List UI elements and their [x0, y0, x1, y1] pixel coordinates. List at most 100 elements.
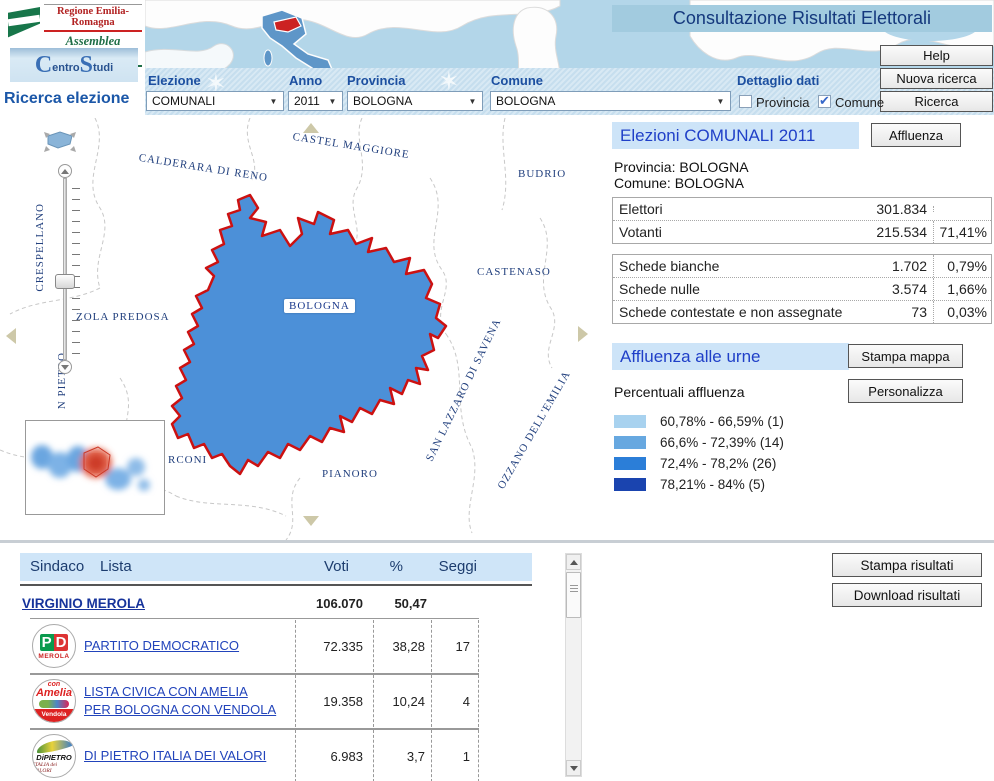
provincia-checkbox[interactable] — [739, 95, 752, 108]
table-row: Votanti 215.534 71,41% — [613, 220, 991, 243]
zoom-out-button[interactable] — [58, 360, 72, 374]
row-pct: 0,79% — [933, 255, 991, 277]
help-button[interactable]: Help — [880, 45, 993, 66]
lista-link[interactable]: PARTITO DEMOCRATICO — [84, 638, 240, 654]
anno-label: Anno — [289, 73, 323, 88]
logo-letter: Amelia — [35, 686, 73, 699]
new-search-button[interactable]: Nuova ricerca — [880, 68, 993, 89]
row-pct: 1,66% — [933, 278, 991, 300]
col-lista: Lista — [100, 558, 132, 575]
map-label-marconi: RCONI — [168, 454, 208, 466]
row-pct: 71,41% — [933, 221, 991, 243]
elezione-select[interactable]: COMUNALI — [146, 91, 284, 111]
centro-logo-tudi: tudi — [93, 62, 114, 74]
download-risultati-button[interactable]: Download risultati — [832, 583, 982, 607]
scroll-down-button[interactable] — [566, 760, 581, 776]
percentuali-affluenza-label: Percentuali affluenza — [614, 384, 745, 400]
seggi-cell: 17 — [431, 620, 479, 672]
centro-logo-entro: entro — [52, 62, 80, 74]
legend-swatch — [614, 435, 646, 449]
bologna-region-shape[interactable] — [170, 193, 448, 476]
zoom-in-button[interactable] — [58, 164, 72, 178]
chevron-down-icon[interactable] — [325, 94, 340, 109]
stampa-mappa-button[interactable]: Stampa mappa — [848, 344, 963, 368]
comune-select[interactable]: BOLOGNA — [490, 91, 731, 111]
anno-select[interactable]: 2011 — [288, 91, 343, 111]
mayor-pct: 50,47 — [394, 596, 427, 611]
provincia-checkbox-label: Provincia — [756, 95, 810, 110]
provincia-select[interactable]: BOLOGNA — [347, 91, 483, 111]
row-value: 301.834 — [876, 201, 927, 217]
map-label-castenaso: CASTENASO — [477, 266, 551, 278]
zoom-slider[interactable] — [50, 164, 90, 374]
lista-cell: DI PIETRO ITALIA DEI VALORI — [84, 730, 295, 781]
star-icon: ✶ — [205, 68, 227, 98]
voti-cell: 6.983 — [295, 730, 373, 781]
zoom-up-icon — [61, 168, 69, 174]
legend-item: 60,78% - 66,59% (1) — [614, 414, 784, 429]
centro-studi-logo: C entro S tudi — [10, 48, 138, 82]
scroll-up-button[interactable] — [566, 554, 581, 570]
logo-cell: con Amelia Vendola — [20, 675, 84, 727]
zoom-slider-ticks — [72, 188, 80, 354]
logo-column: Regione Emilia-Romagna Assemblea Legisla… — [0, 0, 145, 115]
scroll-down-icon — [569, 765, 578, 771]
zoom-slider-thumb[interactable] — [55, 274, 75, 289]
row-label: Votanti — [619, 224, 662, 240]
row-value: 215.534 — [876, 224, 927, 240]
legend-item: 72,4% - 78,2% (26) — [614, 456, 776, 471]
col-voti: Voti — [323, 558, 349, 575]
pan-down-icon[interactable] — [303, 516, 319, 526]
lista-link[interactable]: DI PIETRO ITALIA DEI VALORI — [84, 748, 267, 764]
legend-item: 66,6% - 72,39% (14) — [614, 434, 784, 450]
chevron-down-icon[interactable] — [266, 94, 281, 109]
mayor-link[interactable]: VIRGINIO MEROLA — [22, 596, 146, 611]
comune-checkbox[interactable] — [818, 93, 831, 109]
voti-cell: 72.335 — [295, 620, 373, 672]
pan-left-icon[interactable] — [6, 328, 16, 344]
lista-link[interactable]: LISTA CIVICA CON AMELIA — [84, 684, 248, 700]
lista-cell: PARTITO DEMOCRATICO — [84, 620, 295, 672]
page-title: Consultazione Risultati Elettorali — [672, 8, 932, 28]
scroll-up-icon — [569, 559, 578, 565]
search-button[interactable]: Ricerca — [880, 91, 993, 112]
row-label: Schede bianche — [619, 258, 720, 274]
pan-up-icon[interactable] — [303, 123, 319, 133]
mayor-voti: 106.070 — [316, 596, 363, 611]
stampa-risultati-button[interactable]: Stampa risultati — [832, 553, 982, 577]
col-pct: % — [389, 558, 403, 575]
results-scrollbar[interactable] — [565, 553, 582, 777]
lista-cell: LISTA CIVICA CON AMELIA PER BOLOGNA CON … — [84, 675, 295, 727]
list-row: DiPIETRO ITALIA dei VALORI DI PIETRO ITA… — [20, 730, 479, 781]
comune-line: Comune: BOLOGNA — [614, 175, 744, 191]
logo-subtext: con — [47, 680, 61, 688]
row-label: Schede contestate e non assegnate — [619, 304, 843, 320]
chevron-down-icon[interactable] — [465, 94, 480, 109]
map-label-bologna: BOLOGNA — [284, 299, 355, 313]
logo-art — [39, 699, 69, 708]
logo-cell: P D MEROLA — [20, 620, 84, 672]
panel-title: Elezioni COMUNALI 2011 — [612, 122, 859, 149]
centro-logo-s: S — [79, 51, 94, 78]
personalizza-button[interactable]: Personalizza — [848, 379, 963, 403]
affluenza-button[interactable]: Affluenza — [871, 123, 961, 147]
zoom-slider-track[interactable] — [63, 178, 67, 360]
comune-value: BOLOGNA — [496, 94, 556, 108]
legend-item: 78,21% - 84% (5) — [614, 477, 765, 492]
amelia-party-logo: con Amelia Vendola — [32, 679, 76, 723]
full-extent-icon[interactable] — [36, 124, 84, 158]
row-value: 1.702 — [891, 258, 927, 274]
pan-right-icon[interactable] — [578, 326, 588, 342]
lista-link[interactable]: PER BOLOGNA CON VENDOLA — [84, 702, 277, 717]
logo-letter: P — [39, 634, 54, 651]
scrollbar-thumb[interactable] — [566, 572, 581, 618]
zoom-down-icon — [61, 364, 69, 370]
logo-cell: DiPIETRO ITALIA dei VALORI — [20, 730, 84, 781]
affluenza-section-title: Affluenza alle urne — [612, 343, 849, 370]
pct-cell: 10,24 — [373, 675, 431, 727]
table-row: Schede nulle 3.574 1,66% — [613, 277, 991, 300]
row-value: 3.574 — [891, 281, 927, 297]
legend-label: 66,6% - 72,39% (14) — [660, 434, 784, 450]
mayor-row: VIRGINIO MEROLA 106.070 50,47 — [20, 590, 479, 617]
chevron-down-icon[interactable] — [713, 94, 728, 109]
